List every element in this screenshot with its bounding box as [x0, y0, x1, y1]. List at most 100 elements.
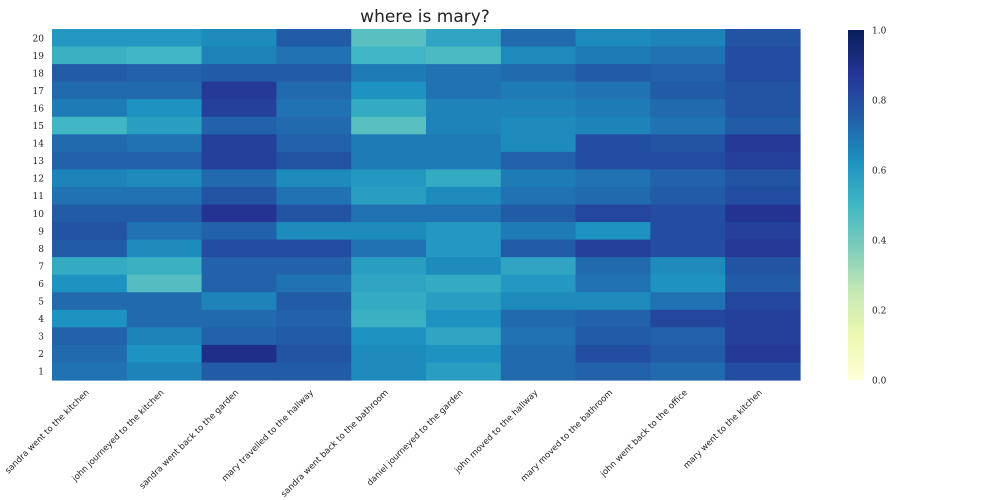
- heatmap-cell: [52, 309, 128, 328]
- heatmap-cell: [426, 292, 502, 311]
- heatmap-cell: [201, 362, 277, 381]
- heatmap-cell: [276, 362, 352, 381]
- heatmap-cell: [201, 239, 277, 258]
- heatmap-cell: [575, 362, 651, 381]
- heatmap-cell: [52, 239, 128, 258]
- heatmap-cell: [276, 99, 352, 118]
- heatmap-cell: [725, 327, 801, 346]
- heatmap-cell: [500, 274, 577, 293]
- heatmap-cell: [351, 257, 427, 276]
- heatmap-cell: [500, 151, 577, 170]
- heatmap-cell: [725, 29, 801, 48]
- y-tick-label: 19: [33, 52, 45, 62]
- heatmap-cell: [725, 46, 801, 65]
- heatmap-cell: [276, 327, 352, 346]
- heatmap-cell: [575, 309, 651, 328]
- heatmap-cell: [52, 169, 128, 188]
- heatmap-cell: [201, 81, 277, 100]
- heatmap-cell: [650, 292, 726, 311]
- heatmap-cell: [500, 116, 577, 135]
- heatmap-cell: [276, 134, 352, 153]
- colorbar-tick-label: 1.0: [872, 27, 887, 37]
- heatmap-cell: [426, 239, 502, 258]
- y-tick-label: 12: [33, 175, 44, 185]
- heatmap-cell: [426, 309, 502, 328]
- heatmap-cell: [426, 134, 502, 153]
- heatmap-cell: [126, 204, 203, 223]
- heatmap-cell: [126, 29, 203, 48]
- heatmap-cell: [500, 81, 577, 100]
- heatmap-cell: [650, 64, 726, 83]
- heatmap-cell: [500, 29, 577, 48]
- heatmap-cell: [650, 274, 726, 293]
- heatmap-cell: [276, 186, 352, 206]
- x-tick-label: mary went to the kitchen: [682, 388, 765, 471]
- heatmap-cell: [650, 362, 726, 381]
- heatmap-cell: [126, 99, 203, 118]
- heatmap-cell: [52, 64, 128, 83]
- y-tick-label: 11: [33, 192, 44, 202]
- heatmap-cell: [500, 46, 577, 65]
- heatmap-cell: [351, 46, 427, 65]
- heatmap-cell: [650, 257, 726, 276]
- heatmap-cell: [725, 204, 801, 223]
- heatmap-cell: [426, 116, 502, 135]
- heatmap-cell: [650, 309, 726, 328]
- heatmap-cell: [575, 29, 651, 48]
- heatmap-cell: [426, 344, 502, 364]
- y-tick-label: 9: [38, 227, 44, 237]
- heatmap-cell: [500, 239, 577, 258]
- heatmap-cell: [276, 151, 352, 170]
- heatmap-cell: [52, 134, 128, 153]
- heatmap-cell: [426, 274, 502, 293]
- chart-title: where is mary?: [360, 7, 490, 27]
- heatmap-cell: [650, 81, 726, 100]
- heatmap-cell: [52, 81, 128, 100]
- colorbar-tick-label: 0.6: [872, 167, 887, 177]
- heatmap-cell: [575, 239, 651, 258]
- heatmap-cell: [725, 134, 801, 153]
- heatmap-cell: [201, 64, 277, 83]
- heatmap-cell: [276, 46, 352, 65]
- heatmap-cell: [500, 222, 577, 241]
- heatmap-cell: [126, 274, 203, 293]
- heatmap-cell: [351, 292, 427, 311]
- y-tick-label: 7: [38, 262, 44, 272]
- heatmap-cell: [276, 309, 352, 328]
- heatmap-cell: [426, 64, 502, 83]
- colorbar-tick-label: 0.8: [872, 97, 887, 107]
- y-tick-label: 2: [38, 350, 44, 360]
- heatmap-cell: [426, 222, 502, 241]
- heatmap-cell: [725, 222, 801, 241]
- heatmap-cell: [426, 81, 502, 100]
- heatmap-cells: [52, 29, 801, 381]
- heatmap-cell: [276, 29, 352, 48]
- heatmap-cell: [351, 362, 427, 381]
- heatmap-cell: [201, 116, 277, 135]
- heatmap-cell: [500, 257, 577, 276]
- heatmap-cell: [500, 344, 577, 364]
- heatmap-cell: [201, 186, 277, 206]
- heatmap-cell: [575, 134, 651, 153]
- y-tick-label: 16: [33, 104, 45, 114]
- heatmap-cell: [351, 274, 427, 293]
- heatmap-cell: [52, 344, 128, 364]
- heatmap-cell: [201, 134, 277, 153]
- heatmap-cell: [426, 362, 502, 381]
- heatmap-cell: [725, 169, 801, 188]
- heatmap-cell: [52, 222, 128, 241]
- heatmap-cell: [500, 309, 577, 328]
- heatmap-cell: [52, 257, 128, 276]
- heatmap-cell: [52, 362, 128, 381]
- y-tick-label: 15: [33, 122, 45, 132]
- heatmap-cell: [351, 309, 427, 328]
- heatmap-cell: [351, 239, 427, 258]
- heatmap-cell: [426, 327, 502, 346]
- heatmap-cell: [351, 29, 427, 48]
- heatmap-cell: [201, 151, 277, 170]
- heatmap-cell: [650, 99, 726, 118]
- heatmap-cell: [201, 204, 277, 223]
- heatmap-cell: [426, 46, 502, 65]
- heatmap-cell: [126, 309, 203, 328]
